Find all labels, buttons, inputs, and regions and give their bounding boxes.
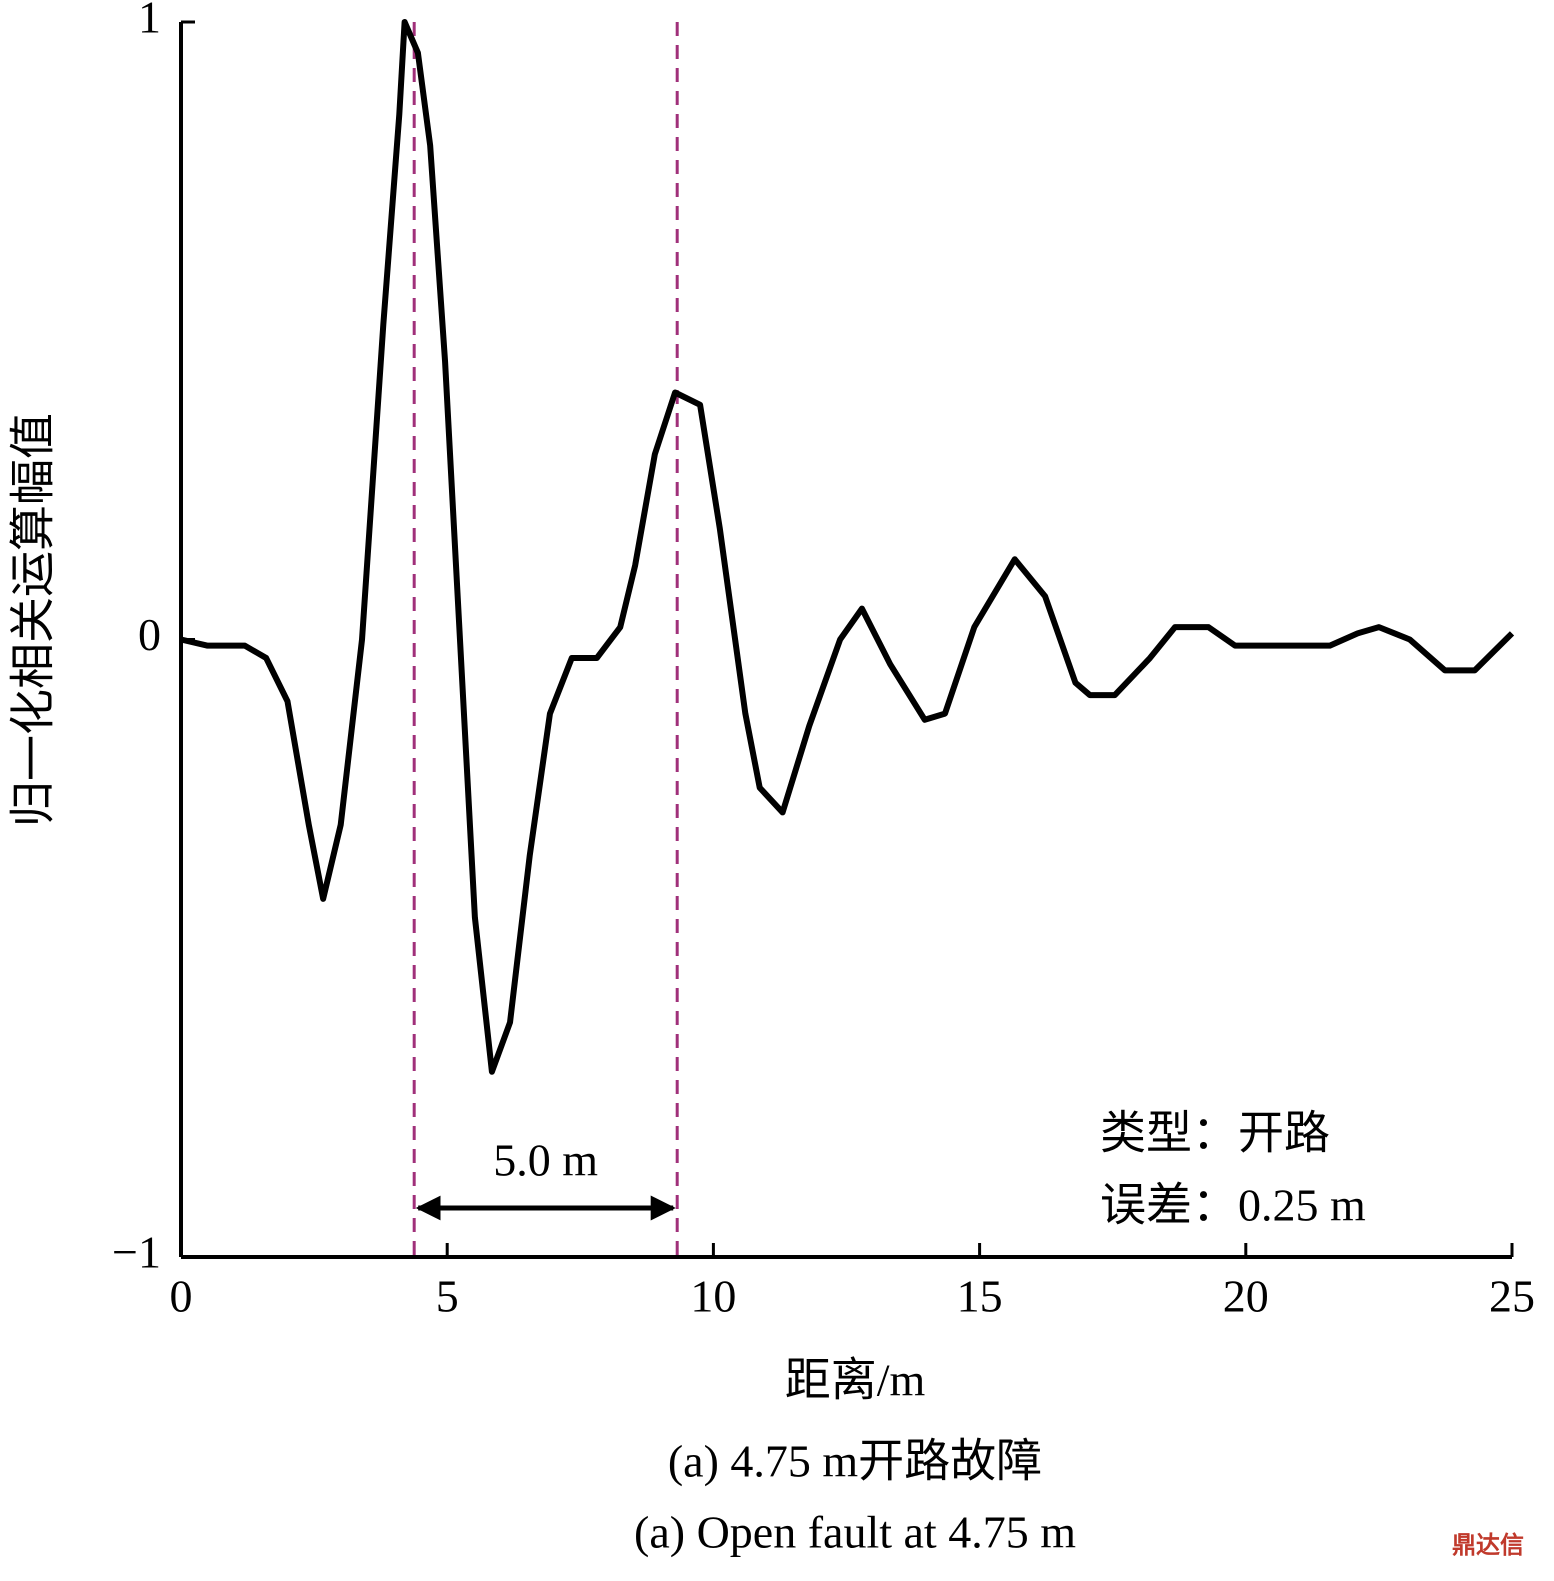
- annotation: 类型：开路: [1100, 1108, 1330, 1159]
- x-axis-label: 距离/m: [785, 1355, 926, 1406]
- y-tick-label: 0: [138, 609, 161, 660]
- watermark: 鼎达信: [1452, 1531, 1524, 1559]
- x-tick-label: 20: [1223, 1271, 1269, 1322]
- caption: (a) 4.75 m开路故障: [668, 1436, 1042, 1487]
- x-tick-label: 15: [957, 1271, 1003, 1322]
- y-tick-label: 1: [138, 0, 161, 43]
- data-line: [180, 19, 1515, 1075]
- span-label: 5.0 m: [493, 1135, 598, 1186]
- annotation: 误差：0.25 m: [1100, 1180, 1366, 1231]
- x-tick-label: 10: [690, 1271, 736, 1322]
- y-tick-label: −1: [112, 1227, 161, 1278]
- x-tick-label: 5: [436, 1271, 459, 1322]
- x-tick-label: 0: [170, 1271, 193, 1322]
- x-tick-label: 25: [1489, 1271, 1535, 1322]
- caption: (a) Open fault at 4.75 m: [634, 1507, 1076, 1558]
- y-axis-label: 归一化相关运算幅值: [8, 413, 59, 827]
